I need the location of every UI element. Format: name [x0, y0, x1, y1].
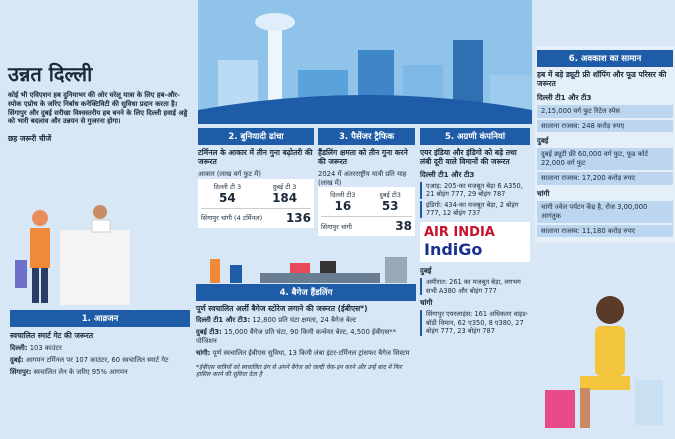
bullet: सालाना राजस्व: 248 करोड़ रुपए [537, 119, 673, 133]
stat: दिल्ली टी3 16 [321, 190, 365, 213]
group-item: सिंगापुर एयरलाइंस: 161 अधिकतर वाइड-बॉडी … [420, 310, 530, 336]
item-label: दुबई टी3: [196, 328, 222, 337]
item-text: 12,800 प्रति घंटा क्षमता, 24 बैगेज बेल्ट [250, 316, 357, 325]
stat-label: दिल्ली टी3 [330, 191, 356, 200]
item: चांगी: पूर्ण स्वचालित ईबीएस सुविधा, 13 क… [196, 349, 416, 358]
stat-row: दिल्ली टी3 16 दुबई टी3 53 [321, 190, 412, 213]
group-label: चांगी [537, 188, 550, 198]
item-label: दिल्ली: [10, 344, 28, 353]
item-text: 15,000 बैगेज प्रति घंटा, 90 किमी कन्वेयर… [196, 328, 397, 346]
group-item: एआइ: 205-का मजबूत बेड़ा 6 A350, 21 बोइंग… [420, 181, 530, 199]
caption: आकार (लाख वर्ग फुट में) [198, 169, 261, 178]
section-need: हब में बड़े ड्यूटी फ्री शॉपिंग और फूड पर… [537, 70, 667, 89]
item-label: दुबई: [10, 356, 24, 365]
item-text: स्वचालित लेन के जरिए 95% आगमन [31, 368, 128, 377]
item-label: चांगी: [196, 348, 211, 357]
section-header: 2. बुनियादी ढांचा [198, 128, 314, 145]
intro: कोई भी एविएशन हब दुनियाभर की ओर घरेलू या… [8, 91, 188, 126]
stat-value: 184 [272, 190, 298, 205]
group-label: दिल्ली टी1 और टी3 [537, 92, 592, 102]
section-leisure: 6. अवकाश का सामान हब में बड़े ड्यूटी फ्र… [535, 46, 675, 244]
subheading: छह जरूरी चीजें [8, 134, 52, 144]
stat-value: 16 [334, 199, 352, 214]
section-baggage: 4. बैगेज हैंडलिंग पूर्ण स्वचालित अर्ली ब… [196, 284, 416, 379]
item-label: सिंगापुर: [10, 368, 32, 377]
group-label: दुबई [420, 266, 432, 275]
group-item: अमीरात: 261 का मजबूत बेड़ा, लगभग सभी A38… [420, 278, 530, 296]
stat: दुबई टी3 53 [368, 190, 412, 213]
item-text: पूर्ण स्वचालित ईबीएस सुविधा, 13 किमी लंब… [210, 348, 410, 357]
group-label: दुबई [537, 136, 549, 146]
bullet: सालाना राजस्व: 11,180 करोड़ रुपए [537, 224, 673, 238]
section-infrastructure: 2. बुनियादी ढांचा टर्मिनल के आकार में ती… [198, 128, 314, 228]
item-text: 103 काउंटर [27, 344, 62, 353]
item: दिल्ली: 103 काउंटर [10, 344, 190, 353]
footnote: *ईबीएस यात्रियों को स्वचालित ढंग से अपने… [196, 363, 402, 379]
section-need: टर्मिनल के आकार में तीन गुना बढ़ोतरी की … [198, 148, 313, 167]
section-need: हैंडलिंग क्षमता को तीन गुना करने की जरूर… [318, 148, 408, 167]
stat: दुबई टी 3 184 [258, 182, 311, 205]
item: सिंगापुर: स्वचालित लेन के जरिए 95% आगमन [10, 368, 190, 377]
bullet: दुबई ड्यूटी फ्री 60,000 वर्ग फुट, फूड को… [537, 148, 673, 171]
section-header: 3. पैसेंजर ट्रैफिक [318, 128, 415, 145]
section-header: 6. अवकाश का सामान [537, 50, 673, 67]
stat-value: 136 [285, 210, 311, 225]
stat-label: दुबई टी 3 [272, 182, 297, 191]
item: दुबई: आगमन टर्मिनल पर 107 काउंटर, 60 स्व… [10, 356, 190, 365]
group-label: चांगी [420, 298, 433, 308]
stat-label: सिंगापुर चांगी (4 टर्मिनल) [201, 214, 263, 223]
air-india-logo: AIR INDIA [424, 225, 495, 240]
section-need: पूर्ण स्वचालित अर्ली बैगेज स्टोरेज लगाने… [196, 304, 368, 313]
item: दिल्ली टी1 और टी3: 12,800 प्रति घंटा क्ष… [196, 316, 416, 325]
indigo-logo: IndiGo [424, 240, 483, 259]
item-text: आगमन टर्मिनल पर 107 काउंटर, 60 स्वचालित … [23, 356, 169, 365]
stat-value: 53 [381, 199, 399, 214]
stat-value: 54 [219, 190, 236, 205]
caption: 2024 में अंतरराष्ट्रीय यात्री प्रति माह … [318, 169, 407, 187]
section-header: 4. बैगेज हैंडलिंग [196, 284, 416, 301]
section-header: 1. आव्रजन [10, 310, 190, 327]
stat-row: दिल्ली टी 3 54 दुबई टी 3 184 [201, 182, 311, 205]
section-need: एयर इंडिया और इंडिगो को बड़े तथा लंबी दू… [420, 148, 517, 167]
stat: दिल्ली टी 3 54 [201, 182, 254, 205]
baggage-illustration [210, 257, 407, 283]
page-title: उन्नत दिल्ली [8, 62, 93, 86]
stat: सिंगापुर चांगी (4 टर्मिनल) 136 [201, 207, 311, 225]
item-label: दिल्ली टी1 और टी3: [196, 316, 251, 325]
shopper-illustration [545, 296, 663, 428]
stat-value: 38 [395, 219, 412, 234]
bullet: चांगी ज्वेल पर्यटन केंद्र है, रोज 3,00,0… [537, 200, 673, 223]
left-column: उन्नत दिल्ली कोई भी एविएशन हब दुनियाभर क… [8, 60, 188, 144]
immigration-illustration [15, 205, 130, 305]
bullet: सालाना राजस्व: 17,200 करोड़ रुपए [537, 172, 673, 185]
section-need: स्वचालित स्मार्ट गेट की जरूरत [10, 331, 94, 340]
stat-label: सिंगापुर चांगी [321, 222, 352, 231]
group-label: दिल्ली टी1 और टी3 [420, 169, 475, 179]
skyline-illustration [198, 0, 532, 124]
section-traffic: 3. पैसेंजर ट्रैफिक हैंडलिंग क्षमता को ती… [318, 128, 415, 237]
section-immigration: 1. आव्रजन स्वचालित स्मार्ट गेट की जरूरत … [10, 310, 190, 380]
stat: सिंगापुर चांगी 38 [321, 216, 412, 233]
stat-label: दुबई टी3 [379, 191, 401, 200]
section-airlines: 5. अग्रणी कंपनियां एयर इंडिया और इंडिगो … [420, 128, 530, 338]
group-item: इंडिगो: 434-का मजबूत बेड़ा, 2 बोइंग 777,… [420, 200, 530, 218]
item: दुबई टी3: 15,000 बैगेज प्रति घंटा, 90 कि… [196, 328, 416, 346]
bullet: 2,15,000 वर्ग फुट रिटेल स्पेस [537, 104, 673, 118]
section-header: 5. अग्रणी कंपनियां [420, 128, 530, 145]
stat-label: दिल्ली टी 3 [213, 182, 242, 191]
